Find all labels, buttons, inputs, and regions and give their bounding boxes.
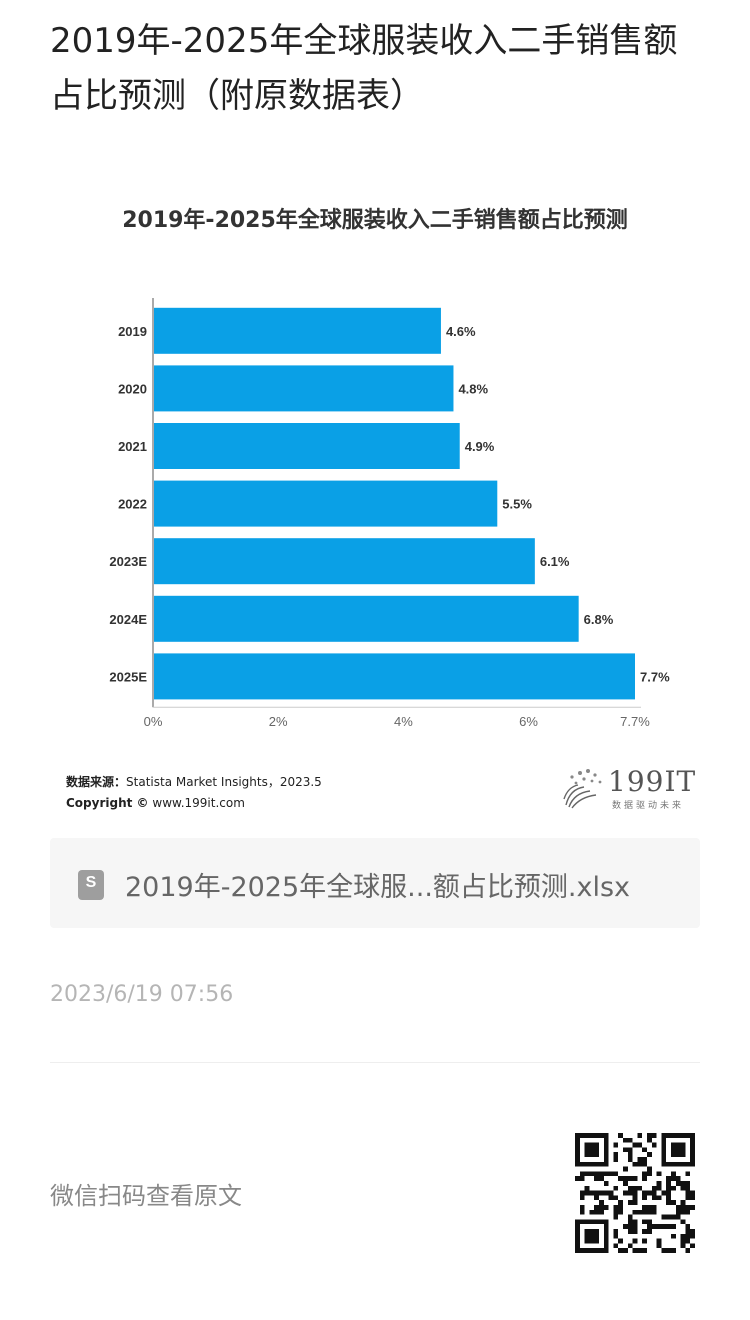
scan-to-view-text: 微信扫码查看原文	[50, 1182, 242, 1210]
logo-mark-icon	[563, 769, 602, 809]
value-label-2024E: 6.8%	[584, 612, 614, 627]
x-tick-label: 7.7%	[620, 714, 650, 729]
x-tick-label: 6%	[519, 714, 538, 729]
bar-2025E	[154, 653, 635, 700]
copyright-label: Copyright ©	[66, 796, 149, 810]
category-label-2024E: 2024E	[109, 612, 147, 627]
source-text: Statista Market Insights，2023.5	[126, 775, 322, 789]
publish-timestamp: 2023/6/19 07:56	[50, 982, 234, 1007]
bar-2021	[154, 423, 460, 469]
bar-chart: 2019 4.6% 2020 4.8% 2021 4.9% 2022 5.5% 2023E 6.1…	[109, 298, 670, 729]
value-label-2021: 4.9%	[465, 439, 495, 454]
bar-2019	[154, 307, 441, 354]
category-label-2023E: 2023E	[109, 554, 147, 569]
qr-code-icon[interactable]	[575, 1133, 695, 1253]
x-tick-label: 4%	[394, 714, 413, 729]
copyright-text: www.199it.com	[152, 796, 245, 810]
bar-2023E	[154, 538, 535, 585]
value-label-2023E: 6.1%	[540, 554, 570, 569]
bar-2024E	[154, 595, 579, 642]
x-tick-label: 0%	[144, 714, 163, 729]
category-label-2019: 2019	[118, 324, 147, 339]
logo-text: 199IT	[608, 765, 697, 798]
chart-source: 数据来源：Statista Market Insights，2023.5 Cop…	[66, 772, 322, 814]
bar-2022	[154, 480, 498, 527]
page-title: 2019年-2025年全球服装收入二手销售额占比预测（附原数据表）	[50, 21, 678, 116]
value-label-2025E: 7.7%	[640, 669, 670, 684]
logo-199it: 199IT 数据驱动未来	[560, 765, 695, 813]
value-label-2020: 4.8%	[458, 381, 488, 396]
source-label: 数据来源：	[66, 775, 127, 789]
attachment-card[interactable]: S 2019年-2025年全球服...额占比预测.xlsx	[50, 838, 700, 928]
logo-tagline: 数据驱动未来	[612, 801, 685, 811]
value-label-2019: 4.6%	[446, 324, 476, 339]
category-label-2020: 2020	[118, 381, 147, 396]
divider	[50, 1062, 700, 1063]
category-label-2021: 2021	[118, 439, 147, 454]
bar-2020	[154, 365, 454, 412]
category-label-2025E: 2025E	[109, 669, 147, 684]
attachment-filename: 2019年-2025年全球服...额占比预测.xlsx	[125, 872, 631, 903]
chart-image: 2019 4.6% 2020 4.8% 2021 4.9% 2022 5.5% 2023E 6.1…	[50, 180, 700, 820]
chart-title: 2019年-2025年全球服装收入二手销售额占比预测	[122, 208, 628, 233]
x-tick-label: 2%	[269, 714, 288, 729]
category-label-2022: 2022	[118, 497, 147, 512]
value-label-2022: 5.5%	[502, 497, 532, 512]
spreadsheet-icon: S	[78, 870, 104, 900]
